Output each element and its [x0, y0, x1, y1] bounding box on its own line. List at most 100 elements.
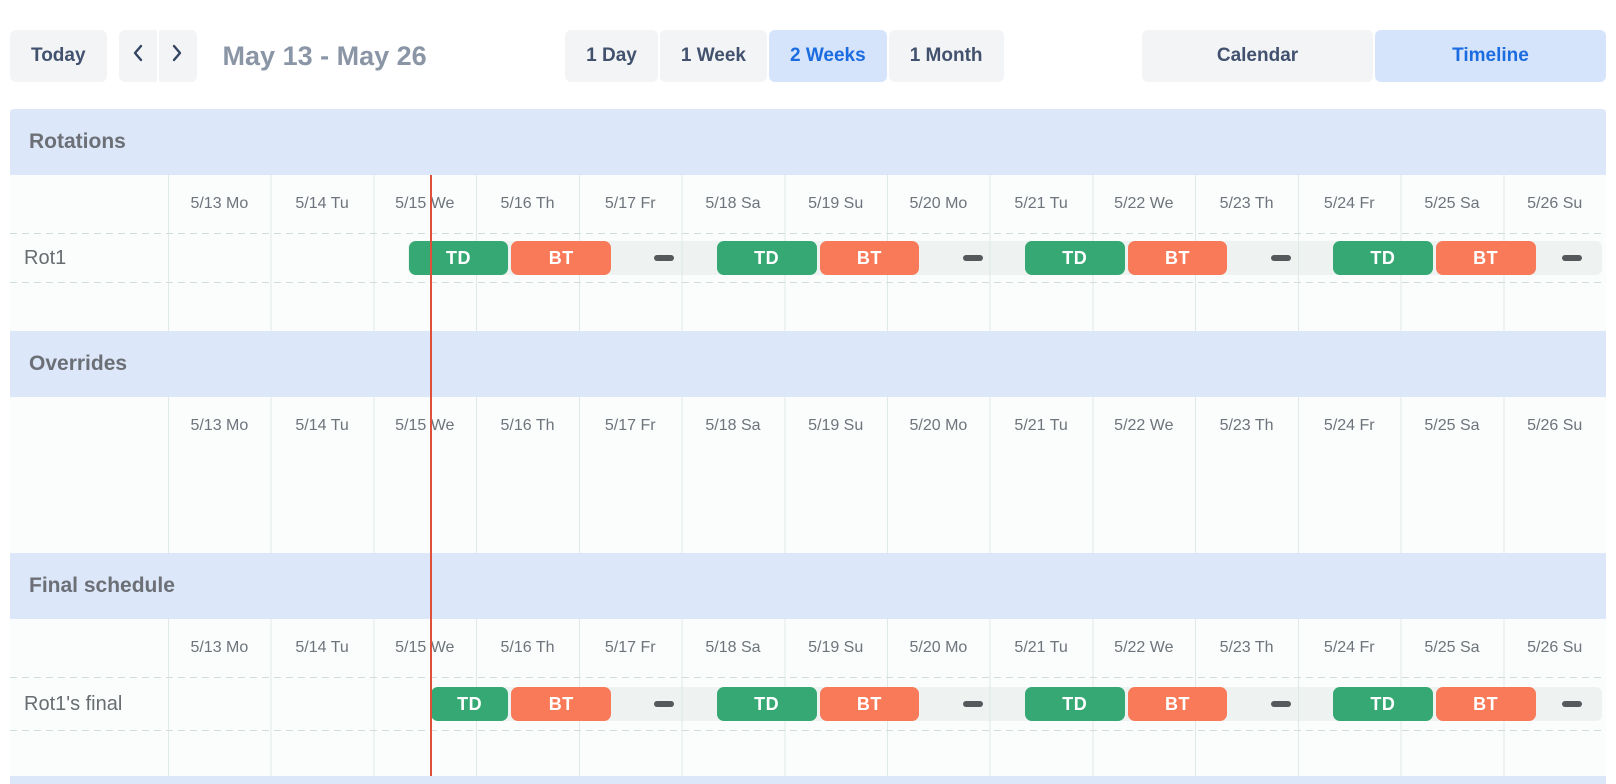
day-label: 5/24 Fr	[1323, 639, 1375, 656]
shift-lane: TD BT TD BT TD BT TD BT	[168, 233, 1606, 283]
empty-row	[10, 455, 1606, 553]
toolbar: Today May 13 - May 26 1 Day 1 Week 2 Weeks…	[10, 30, 1606, 82]
shift-block-td[interactable]: TD	[1333, 687, 1433, 721]
day-gridlines	[168, 283, 1606, 331]
zoom-option-1-month[interactable]: 1 Month	[888, 30, 1004, 82]
day-label: 5/19 Su	[808, 195, 864, 212]
day-label: 5/23 Th	[1219, 417, 1274, 434]
day-gridlines	[168, 731, 1606, 776]
day-label: 5/25 Sa	[1424, 417, 1480, 434]
zoom-option-2-weeks[interactable]: 2 Weeks	[768, 30, 887, 82]
day-header-row: 5/13 Mo 5/14 Tu 5/15 We 5/16 Th 5/17 Fr 5/18 …	[10, 619, 1606, 677]
day-label: 5/14 Tu	[295, 195, 349, 212]
shift-block-bt[interactable]: BT	[511, 687, 612, 721]
day-label: 5/20 Mo	[909, 195, 968, 212]
label-column-spacer	[10, 397, 168, 455]
empty-row	[10, 283, 1606, 331]
section-title: Rotations	[29, 130, 126, 153]
label-column-spacer	[10, 175, 168, 233]
schedule-row-rot1: Rot1 TD BT TD BT TD BT TD BT	[10, 233, 1606, 283]
day-label: 5/18 Sa	[705, 639, 761, 656]
view-option-timeline[interactable]: Timeline	[1375, 30, 1606, 82]
gap-dash-icon	[1270, 255, 1291, 261]
shift-block-td[interactable]: TD	[1024, 241, 1125, 275]
schedule-grid: Rotations 5/13 Mo 5/14 Tu 5/15 We 5/16 Th 5/1…	[10, 109, 1606, 784]
shift-block-bt[interactable]: BT	[511, 241, 612, 275]
day-label: 5/17 Fr	[604, 639, 656, 656]
label-column-spacer	[10, 619, 168, 677]
day-label: 5/21 Tu	[1014, 195, 1068, 212]
chevron-right-icon	[172, 44, 183, 68]
section-band-rotations: Rotations	[10, 109, 1606, 175]
day-label: 5/26 Su	[1527, 195, 1583, 212]
day-label: 5/16 Th	[500, 417, 555, 434]
row-label: Rot1	[24, 246, 67, 269]
day-label: 5/26 Su	[1527, 639, 1583, 656]
day-label: 5/23 Th	[1219, 639, 1274, 656]
day-label: 5/22 We	[1114, 639, 1174, 656]
next-button[interactable]	[158, 30, 197, 82]
prev-button[interactable]	[118, 30, 157, 82]
today-button[interactable]: Today	[10, 30, 107, 82]
shift-block-bt[interactable]: BT	[819, 241, 920, 275]
day-label: 5/15 We	[395, 195, 455, 212]
shift-block-bt[interactable]: BT	[1127, 687, 1228, 721]
day-label: 5/18 Sa	[705, 195, 761, 212]
day-label: 5/18 Sa	[705, 417, 761, 434]
day-label: 5/13 Mo	[190, 195, 249, 212]
day-label: 5/25 Sa	[1424, 195, 1480, 212]
zoom-switcher: 1 Day 1 Week 2 Weeks 1 Month	[565, 30, 1004, 82]
zoom-option-1-week[interactable]: 1 Week	[659, 30, 767, 82]
section-title: Overrides	[29, 352, 128, 375]
gap-dash-icon	[654, 701, 675, 707]
chevron-left-icon	[132, 44, 143, 68]
shift-block-td[interactable]: TD	[1333, 241, 1433, 275]
day-label: 5/24 Fr	[1323, 195, 1375, 212]
day-label: 5/17 Fr	[604, 195, 656, 212]
row-top-dashed-line	[10, 677, 1606, 678]
date-range-title: May 13 - May 26	[222, 40, 427, 71]
day-label: 5/16 Th	[500, 195, 555, 212]
day-label: 5/14 Tu	[295, 417, 349, 434]
shift-block-bt[interactable]: BT	[1127, 241, 1228, 275]
day-label: 5/13 Mo	[190, 639, 249, 656]
shift-block-td[interactable]: TD	[716, 241, 817, 275]
section-band-overrides: Overrides	[10, 331, 1606, 397]
day-label: 5/23 Th	[1219, 195, 1274, 212]
day-label: 5/19 Su	[808, 417, 864, 434]
gap-dash-icon	[1561, 255, 1582, 261]
day-label: 5/22 We	[1114, 417, 1174, 434]
shift-block-bt[interactable]: BT	[1435, 241, 1536, 275]
day-label: 5/22 We	[1114, 195, 1174, 212]
zoom-option-1-day[interactable]: 1 Day	[565, 30, 658, 82]
next-section-band-edge	[10, 776, 1606, 784]
gap-dash-icon	[1561, 701, 1582, 707]
day-label: 5/17 Fr	[604, 417, 656, 434]
row-top-dashed-line	[10, 233, 1606, 234]
section-title: Final schedule	[29, 574, 175, 597]
empty-row	[10, 731, 1606, 776]
row-bottom-dashed-line	[10, 282, 1606, 283]
row-label: Rot1's final	[24, 692, 123, 715]
day-header-row: 5/13 Mo 5/14 Tu 5/15 We 5/16 Th 5/17 Fr 5/18 …	[10, 175, 1606, 233]
gap-dash-icon	[654, 255, 675, 261]
day-label: 5/21 Tu	[1014, 639, 1068, 656]
day-label: 5/24 Fr	[1323, 417, 1375, 434]
day-label: 5/21 Tu	[1014, 417, 1068, 434]
shift-block-bt[interactable]: BT	[819, 687, 920, 721]
day-label: 5/13 Mo	[190, 417, 249, 434]
gap-dash-icon	[962, 255, 983, 261]
day-label: 5/15 We	[395, 639, 455, 656]
day-gridlines	[168, 619, 1606, 677]
shift-block-td[interactable]: TD	[430, 687, 509, 721]
day-gridlines	[168, 455, 1606, 553]
current-time-line	[429, 175, 432, 776]
view-option-calendar[interactable]: Calendar	[1142, 30, 1373, 82]
schedule-row-rot1-s-final: Rot1's final TD BT TD BT TD BT TD BT	[10, 677, 1606, 731]
shift-block-td[interactable]: TD	[716, 687, 817, 721]
shift-block-td[interactable]: TD	[408, 241, 509, 275]
gap-dash-icon	[1270, 701, 1291, 707]
day-label: 5/16 Th	[500, 639, 555, 656]
shift-block-bt[interactable]: BT	[1435, 687, 1536, 721]
shift-block-td[interactable]: TD	[1024, 687, 1125, 721]
